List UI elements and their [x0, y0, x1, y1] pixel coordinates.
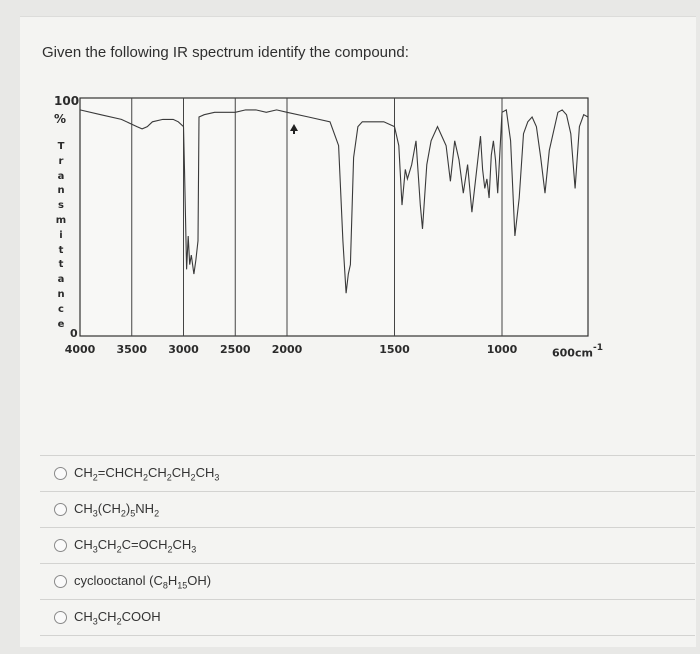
- y-axis-letter: T: [57, 141, 65, 152]
- option-label: CH2=CHCH2CH2CH2CH3: [74, 464, 220, 483]
- y-axis-letter: m: [55, 214, 67, 226]
- cursor-arrow-icon: [290, 124, 298, 134]
- option-label: CH3(CH2)5NH2: [74, 500, 160, 519]
- x-tick-label: 1500: [379, 343, 410, 356]
- x-tick-label: 3500: [116, 343, 148, 356]
- x-tick-label: 2000: [271, 343, 303, 356]
- answer-option-opt5[interactable]: CH3CH2COOH: [40, 599, 695, 636]
- x-axis-600-label: 600: [552, 346, 575, 360]
- y-axis-letter: n: [57, 185, 65, 197]
- answer-option-opt3[interactable]: CH3CH2C=OCH2CH3: [40, 527, 695, 563]
- y-axis-letter: a: [57, 274, 65, 286]
- option-label: CH3CH2C=OCH2CH3: [74, 536, 197, 555]
- answer-options: CH2=CHCH2CH2CH2CH3 CH3(CH2)5NH2 CH3CH2C=OC…: [40, 455, 695, 636]
- y-axis-letter: r: [58, 155, 64, 167]
- y-axis-letter: t: [58, 244, 64, 256]
- answer-option-opt1[interactable]: CH2=CHCH2CH2CH2CH3: [40, 455, 695, 491]
- x-tick-label: 1000: [486, 343, 518, 356]
- y-axis-letter: s: [58, 200, 64, 212]
- y-axis-letter: e: [57, 318, 65, 330]
- plot-frame: [79, 97, 589, 337]
- option-label: CH3CH2COOH: [74, 608, 161, 627]
- y-axis-letter: a: [57, 170, 65, 182]
- y-axis-letter: i: [59, 229, 63, 241]
- x-tick-label: 4000: [64, 343, 96, 356]
- y-axis-zero-label: 0: [70, 327, 78, 340]
- y-axis-letter: t: [58, 259, 64, 271]
- y-axis-100-label: 100: [54, 94, 80, 108]
- y-axis-letter: n: [57, 288, 65, 300]
- x-axis-unit-label: 600cm-1: [552, 343, 603, 360]
- radio-button[interactable]: [54, 503, 67, 516]
- answer-option-opt4[interactable]: cyclooctanol (C8H15OH): [40, 563, 695, 599]
- x-tick-label: 3000: [168, 343, 199, 356]
- radio-button[interactable]: [54, 575, 67, 588]
- y-axis-top-label: 100 %: [54, 92, 79, 128]
- y-axis-letter: c: [58, 303, 64, 315]
- y-axis-percent-label: %: [54, 112, 67, 126]
- radio-button[interactable]: [54, 467, 67, 480]
- spectrum-line: [79, 109, 589, 294]
- x-tick-label: 2500: [219, 343, 251, 356]
- answer-option-opt2[interactable]: CH3(CH2)5NH2: [40, 491, 695, 527]
- radio-button[interactable]: [54, 611, 67, 624]
- question-text: Given the following IR spectrum identify…: [42, 44, 409, 61]
- option-label: cyclooctanol (C8H15OH): [74, 572, 212, 591]
- radio-button[interactable]: [54, 539, 67, 552]
